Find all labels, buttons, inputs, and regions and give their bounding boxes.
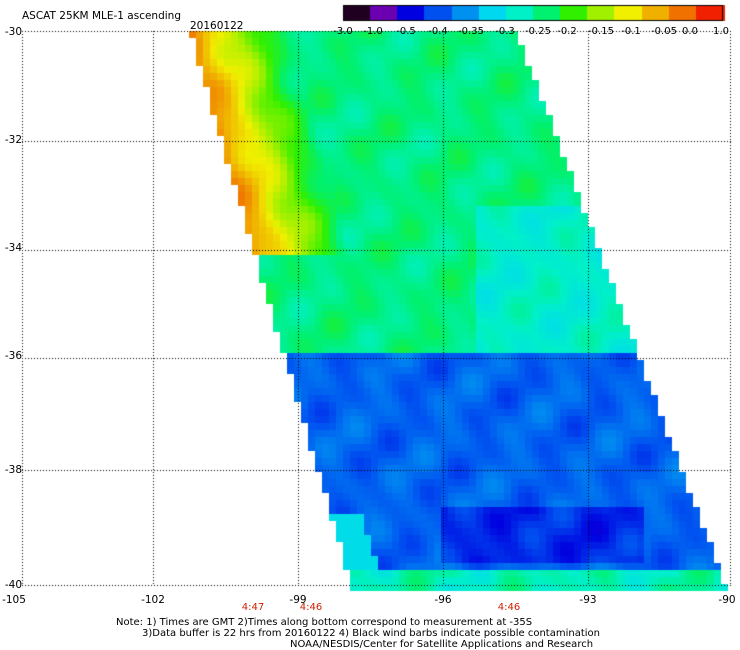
- colorbar-label: -3.0: [333, 26, 353, 37]
- colorbar-label: -0.3: [495, 26, 515, 37]
- lon-label: -105: [2, 594, 26, 606]
- colorbar-label: -0.2: [557, 26, 577, 37]
- time-label: 4:46: [497, 602, 521, 613]
- lat-label: -32: [4, 134, 22, 146]
- time-label: 4:47: [241, 602, 265, 613]
- note-line: Note: 1) Times are GMT 2)Times along bot…: [116, 617, 533, 628]
- note-line: 3)Data buffer is 22 hrs from 20160122 4)…: [142, 628, 600, 639]
- colorbar-label: -0.05: [651, 26, 677, 37]
- lon-label: -93: [579, 594, 597, 606]
- lat-label: -30: [4, 26, 22, 38]
- colorbar-label: 0.0: [682, 26, 698, 37]
- lon-label: -90: [718, 594, 736, 606]
- colorbar-label: -0.4: [428, 26, 448, 37]
- time-label: 4:46: [299, 602, 323, 613]
- product-date: 20160122: [190, 20, 244, 32]
- colorbar-label: 1.0: [713, 26, 729, 37]
- colorbar-label: -1.0: [363, 26, 383, 37]
- lon-label: -102: [141, 594, 165, 606]
- lon-label: -96: [434, 594, 452, 606]
- lat-label: -34: [4, 242, 22, 254]
- colorbar-label: -0.5: [396, 26, 416, 37]
- product-title: ASCAT 25KM MLE-1 ascending: [22, 10, 181, 22]
- colorbar-label: -0.15: [588, 26, 614, 37]
- lat-label: -36: [4, 350, 22, 362]
- note-line: NOAA/NESDIS/Center for Satellite Applica…: [290, 639, 594, 650]
- colorbar-label: -0.25: [525, 26, 551, 37]
- lon-label: -99: [289, 594, 307, 606]
- lat-label: -38: [4, 464, 22, 476]
- colorbar-label: -0.35: [458, 26, 484, 37]
- colorbar-label: -0.1: [621, 26, 641, 37]
- lat-label: -40: [4, 579, 22, 591]
